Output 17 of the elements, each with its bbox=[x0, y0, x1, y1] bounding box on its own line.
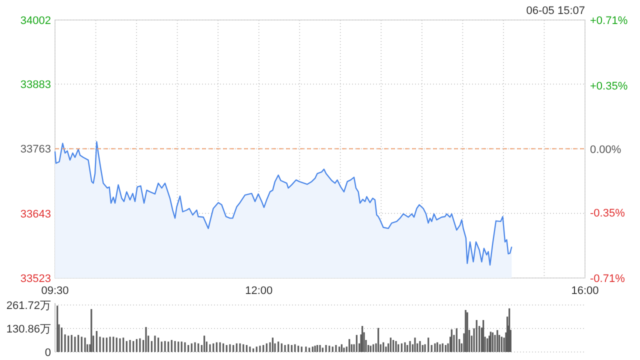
y-tick-label: 33643 bbox=[20, 208, 51, 220]
y2-tick-label: 0.00% bbox=[590, 144, 622, 156]
y-tick-label: 33763 bbox=[20, 144, 51, 156]
y-tick-label: 33883 bbox=[20, 79, 51, 92]
y-tick-label: 130.86万 bbox=[6, 324, 51, 336]
x-tick-label: 16:00 bbox=[571, 285, 599, 297]
y-tick-label: 261.72万 bbox=[6, 300, 51, 312]
text: 06-05 15:07 bbox=[526, 5, 585, 17]
y2-tick-label: -0.71% bbox=[590, 273, 626, 285]
y2-tick-label: +0.71% bbox=[590, 15, 628, 27]
y-tick-label: 33523 bbox=[20, 273, 51, 285]
y2-tick-label: +0.35% bbox=[590, 80, 628, 92]
x-tick-label: 12:00 bbox=[245, 285, 273, 297]
y-tick-label: 0 bbox=[44, 347, 51, 359]
x-tick-label: 09:30 bbox=[41, 285, 69, 297]
y-tick-label: 34002 bbox=[20, 15, 51, 27]
y2-tick-label: -0.35% bbox=[590, 208, 626, 220]
